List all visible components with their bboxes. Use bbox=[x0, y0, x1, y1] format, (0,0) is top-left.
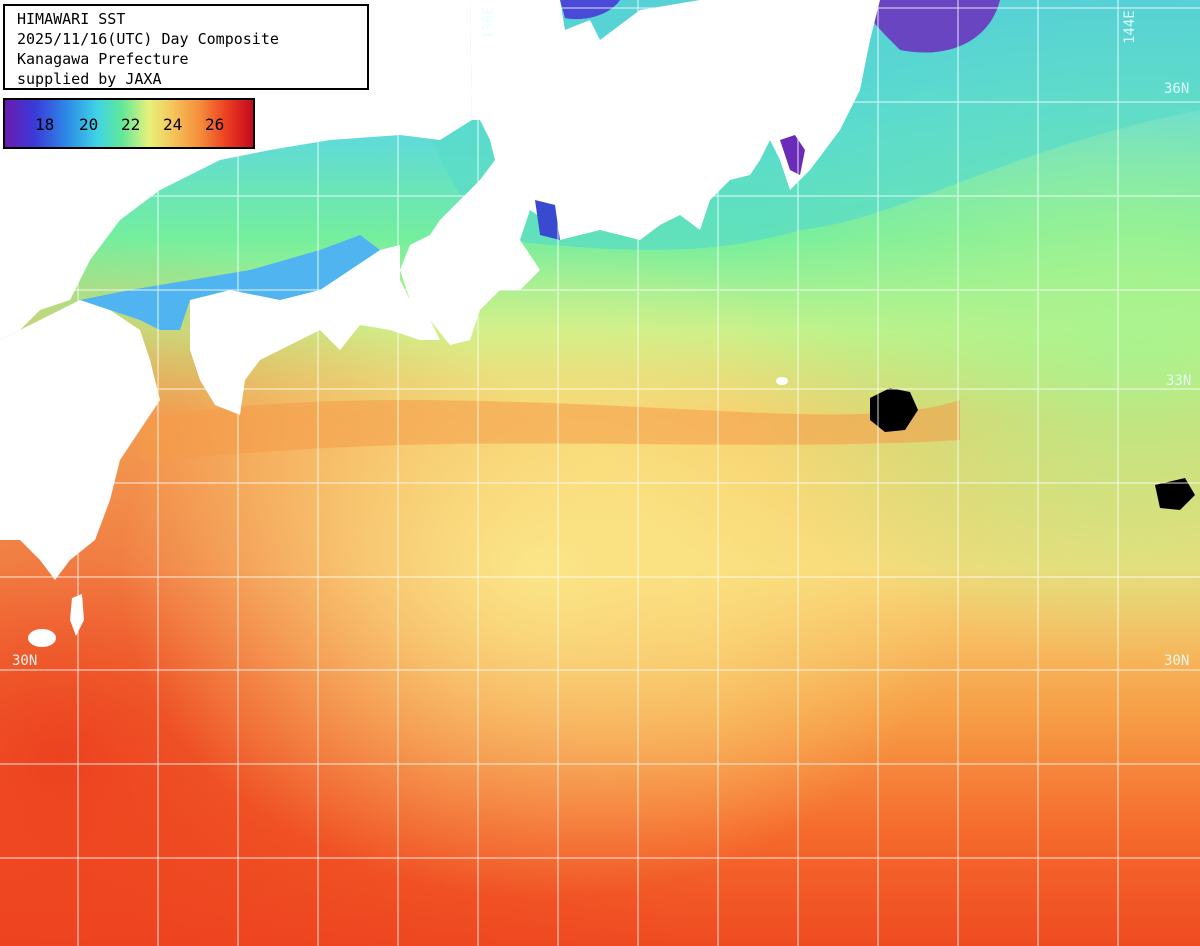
cloud-mask-1 bbox=[870, 388, 918, 432]
kuroshio-band bbox=[140, 400, 960, 460]
ise-bay bbox=[535, 200, 560, 240]
product-title: HIMAWARI SST bbox=[17, 10, 126, 28]
lon-label-144: 144E bbox=[1122, 10, 1138, 44]
cold-patch-northeast bbox=[860, 0, 1000, 53]
product-region: Kanagawa Prefecture bbox=[17, 50, 189, 68]
land-central-honshu bbox=[400, 0, 880, 345]
lon-label-136: 136E bbox=[481, 6, 497, 40]
legend-tick-26: 26 bbox=[205, 115, 225, 134]
seto-inland-sea bbox=[80, 235, 380, 330]
lat-label-33: 33N bbox=[1166, 373, 1192, 389]
cloud-mask-2 bbox=[1155, 478, 1195, 510]
product-supplier: supplied by JAXA bbox=[17, 70, 162, 88]
lat-label-36: 36N bbox=[1164, 81, 1190, 97]
legend-tick-18: 18 bbox=[35, 115, 55, 134]
info-box: HIMAWARI SST 2025/11/16(UTC) Day Composi… bbox=[3, 4, 369, 90]
island-yakushima bbox=[28, 629, 56, 647]
island-tanegashima bbox=[70, 594, 84, 636]
product-date: 2025/11/16(UTC) Day Composite bbox=[17, 30, 279, 48]
lat-label-30-right: 30N bbox=[1164, 653, 1190, 669]
legend-tick-24: 24 bbox=[163, 115, 183, 134]
cold-patch-north bbox=[560, 0, 620, 20]
legend-tick-22: 22 bbox=[121, 115, 141, 134]
lat-label-30-left: 30N bbox=[12, 653, 38, 669]
land-kyushu bbox=[0, 300, 160, 580]
temperature-legend: 18 20 22 24 26 bbox=[3, 98, 255, 149]
island-hachijo bbox=[776, 377, 788, 385]
tokyo-bay bbox=[780, 135, 805, 175]
land-shikoku bbox=[190, 245, 440, 415]
legend-tick-20: 20 bbox=[79, 115, 99, 134]
